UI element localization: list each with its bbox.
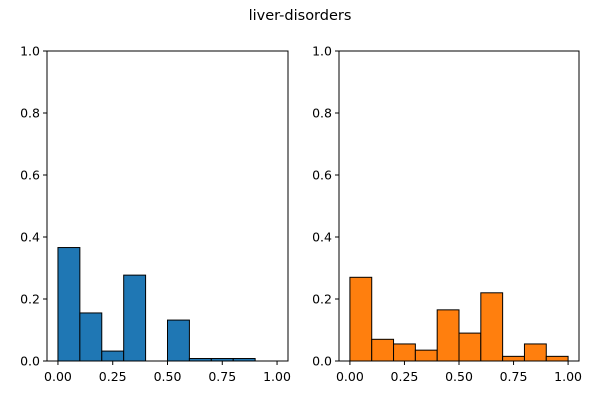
- right-y-tick-label: 1.0: [312, 44, 332, 59]
- right-x-tick-label: 1.00: [554, 369, 582, 384]
- histogram-panel-right: 0.00 0.25 0.50 0.75 1.00 0.0 0.2 0.4 0.6 0.8 1.0: [312, 44, 582, 385]
- right-y-tick-label: 0.6: [312, 168, 332, 183]
- left-y-tick-label: 0.4: [20, 230, 40, 245]
- right-histogram-bar: [545, 355, 569, 362]
- left-y-tick-label: 0.6: [20, 168, 40, 183]
- right-histogram-bar: [523, 343, 547, 362]
- right-x-tick-label: 0.75: [500, 369, 528, 384]
- left-x-tick-label: 0.00: [44, 369, 72, 384]
- left-y-tick-label: 0.0: [20, 354, 40, 369]
- right-histogram-bar: [502, 355, 525, 362]
- left-histogram-bar: [123, 274, 147, 362]
- left-y-tick-label: 0.2: [20, 292, 40, 307]
- left-histogram-bar: [57, 247, 81, 362]
- right-histogram-bar: [393, 343, 416, 362]
- right-histogram-bar: [349, 276, 373, 362]
- left-x-tick-label: 0.75: [208, 369, 236, 384]
- left-histogram-bar: [101, 350, 125, 362]
- figure-title: liver-disorders: [249, 8, 352, 24]
- left-x-tick-label: 0.25: [99, 369, 127, 384]
- right-x-tick-label: 0.00: [336, 369, 364, 384]
- right-y-tick-label: 0.8: [312, 106, 332, 121]
- right-histogram-bar: [414, 349, 438, 362]
- right-histogram-bar: [436, 309, 460, 362]
- left-x-tick-label: 1.00: [263, 369, 291, 384]
- left-histogram-bar: [79, 312, 103, 362]
- right-histogram-bar: [371, 338, 395, 362]
- right-y-tick-label: 0.0: [312, 354, 332, 369]
- right-y-tick-label: 0.2: [312, 292, 332, 307]
- right-histogram-bar: [458, 332, 482, 362]
- right-x-tick-label: 0.25: [391, 369, 419, 384]
- right-histogram-bar: [480, 292, 504, 362]
- right-y-tick-label: 0.4: [312, 230, 332, 245]
- left-y-tick-label: 1.0: [20, 44, 40, 59]
- histogram-panel-left: 0.00 0.25 0.50 0.75 1.00 0.0 0.2 0.4 0.6 0.8 1.0: [20, 44, 291, 385]
- left-histogram-bar: [167, 319, 190, 362]
- right-x-tick-label: 0.50: [445, 369, 473, 384]
- left-y-tick-label: 0.8: [20, 106, 40, 121]
- left-x-tick-label: 0.50: [154, 369, 182, 384]
